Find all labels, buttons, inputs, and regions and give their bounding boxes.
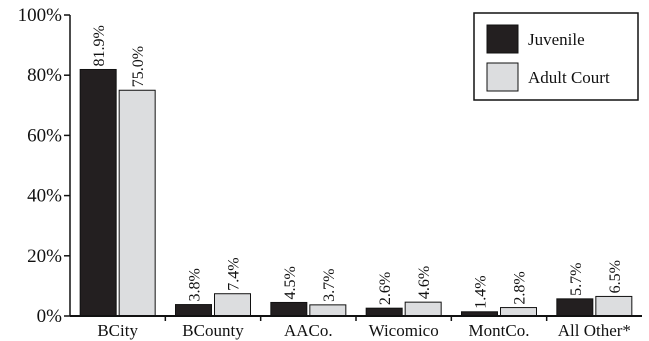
x-category-label: AACo.: [284, 321, 333, 340]
x-category-label: Wicomico: [369, 321, 439, 340]
bar-juvenile: [365, 307, 403, 317]
x-category-label: BCounty: [182, 321, 244, 340]
legend-swatch: [486, 62, 519, 92]
bar-juvenile: [556, 298, 594, 317]
legend-swatch: [486, 24, 519, 54]
data-label: 3.8%: [187, 268, 204, 301]
bar-adult-court: [214, 293, 251, 317]
x-axis: BCity BCounty AACo. Wicomico MontCo. All Othe…: [70, 315, 642, 340]
data-label: 75.0%: [130, 46, 147, 87]
y-tick-label: 0%: [37, 306, 63, 327]
data-label: 4.6%: [416, 266, 433, 299]
data-label: 6.5%: [607, 260, 624, 293]
bar-juvenile: [175, 304, 212, 317]
data-label: 1.4%: [473, 275, 490, 308]
legend-label: Adult Court: [528, 68, 610, 87]
data-label: 3.7%: [321, 269, 338, 302]
legend: Juvenile Adult Court: [473, 12, 639, 101]
y-tick-label: 100%: [18, 5, 63, 26]
data-label: 4.5%: [282, 266, 299, 299]
bar-juvenile: [270, 301, 308, 317]
legend-label: Juvenile: [528, 30, 585, 49]
y-tick-label: 40%: [27, 186, 62, 207]
y-axis: 0% 20% 40% 60% 80% 100%: [18, 5, 71, 327]
x-category-label: MontCo.: [469, 321, 530, 340]
data-label: 2.6%: [377, 272, 394, 305]
y-tick-label: 60%: [27, 125, 62, 146]
data-label: 5.7%: [568, 263, 585, 296]
data-label: 81.9%: [91, 25, 108, 66]
bar-adult-court: [118, 89, 156, 317]
bars: [79, 68, 633, 317]
x-category-label: BCity: [97, 321, 138, 340]
bar-adult-court: [309, 304, 347, 317]
data-labels: 81.9% 75.0% 3.8% 7.4% 4.5% 3.7% 2.6% 4.6% 1.4% 2.…: [91, 25, 624, 309]
data-label: 2.8%: [512, 271, 529, 304]
bar-adult-court: [595, 295, 633, 317]
bar-adult-court: [500, 307, 537, 317]
bar-adult-court: [404, 301, 442, 317]
y-tick-label: 20%: [27, 246, 62, 267]
data-label: 7.4%: [226, 257, 243, 290]
y-tick-label: 80%: [27, 65, 62, 86]
bar-juvenile: [79, 68, 117, 317]
x-category-label: All Other*: [558, 321, 631, 340]
